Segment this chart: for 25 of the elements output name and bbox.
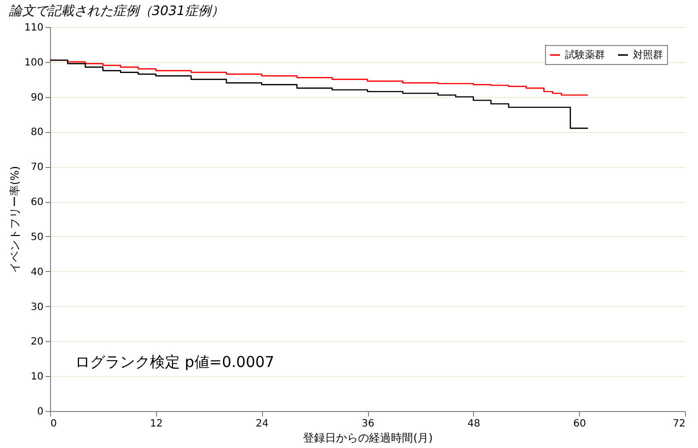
y-tick-label: 100 (24, 57, 44, 68)
y-tick-label: 30 (30, 302, 44, 313)
y-tick-label: 70 (30, 162, 44, 174)
y-tick-label: 0 (37, 406, 44, 418)
y-tick-label: 20 (30, 336, 44, 348)
y-tick-label: 90 (30, 92, 44, 104)
x-tick-label: 0 (50, 418, 57, 430)
y-tick-label: 60 (30, 197, 44, 208)
x-tick-label: 60 (573, 418, 586, 430)
legend-label: 対照群 (633, 49, 663, 61)
y-tick-label: 80 (30, 127, 44, 138)
x-tick-label: 12 (150, 418, 163, 430)
y-tick-label: 40 (30, 266, 44, 278)
x-tick-label: 48 (467, 418, 480, 430)
y-tick-label: 10 (30, 372, 44, 383)
legend-label: 試験薬群 (565, 49, 605, 61)
x-tick-label: 72 (672, 418, 686, 430)
x-tick-label: 24 (256, 418, 269, 430)
x-tick-label: 36 (362, 418, 374, 430)
chart-title: 論文で記載された症例（3031症例） (8, 4, 224, 19)
annotation: ログランク検定 p値=0.0007 (75, 353, 274, 371)
y-tick-label: 50 (30, 232, 44, 243)
y-axis-title: イベントフリー率(%) (8, 166, 22, 274)
y-tick-label: 110 (24, 22, 44, 34)
x-axis-title: 登録日からの経過時間(月) (303, 432, 433, 444)
